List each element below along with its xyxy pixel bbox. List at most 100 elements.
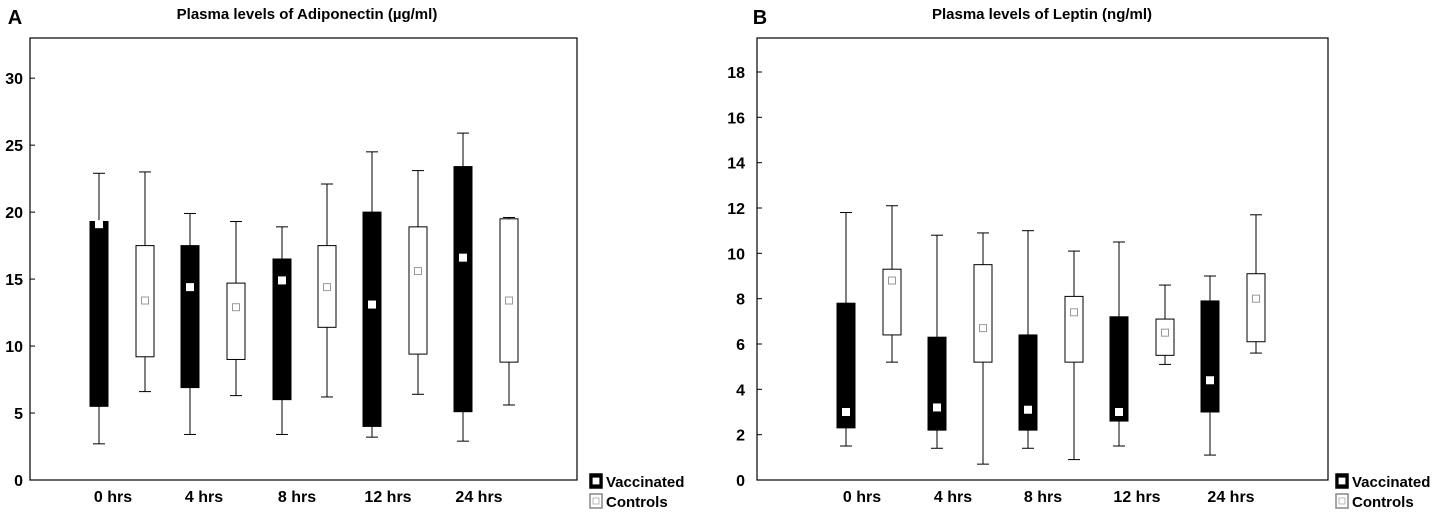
median-marker [95, 220, 103, 229]
y-tick-label: 10 [727, 246, 745, 263]
y-tick-label: 0 [14, 473, 23, 490]
box-iqr [1018, 334, 1038, 431]
median-marker [888, 276, 896, 285]
y-tick-label: 16 [727, 110, 745, 127]
y-tick-label: 30 [5, 71, 23, 88]
legend-entry: Vaccinated [1352, 474, 1430, 491]
controls-box [317, 183, 337, 398]
x-tick-label: 12 hrs [364, 489, 411, 506]
y-tick-label: 12 [727, 201, 745, 218]
y-tick-label: 25 [5, 138, 23, 155]
legend-swatch-inner [1338, 497, 1346, 505]
y-tick-label: 15 [5, 272, 23, 289]
box-iqr [453, 166, 473, 413]
median-marker [368, 300, 376, 309]
y-tick-label: 8 [736, 292, 745, 309]
controls-box [499, 216, 519, 406]
x-tick-label: 8 hrs [278, 489, 316, 506]
vaccinated-box [180, 212, 200, 435]
box-iqr [362, 211, 382, 427]
box-iqr [927, 336, 947, 431]
y-tick-label: 10 [5, 339, 23, 356]
controls-box [1246, 214, 1266, 354]
x-tick-label: 4 hrs [185, 489, 223, 506]
vaccinated-box [1018, 230, 1038, 449]
x-tick-label: 0 hrs [94, 489, 132, 506]
legend-swatch-inner [592, 497, 600, 505]
plot-frame [756, 37, 1329, 481]
panel-label: A [8, 7, 22, 29]
legend-entry: Controls [1352, 494, 1414, 511]
controls-box [1064, 250, 1084, 461]
box-iqr [1200, 300, 1220, 413]
median-marker [933, 403, 941, 412]
legend-entry: Controls [606, 494, 668, 511]
box-iqr [89, 220, 109, 407]
x-tick-label: 12 hrs [1113, 489, 1160, 506]
y-tick-label: 14 [727, 156, 745, 173]
vaccinated-box [453, 132, 473, 442]
controls-box [135, 171, 155, 393]
legend: Vaccinated Controls [589, 473, 684, 511]
x-tick-label: 24 hrs [1207, 489, 1254, 506]
box-iqr [1155, 318, 1175, 356]
chart-title: Plasma levels of Leptin (ng/ml) [932, 6, 1152, 23]
median-marker [414, 267, 422, 276]
controls-box [973, 232, 993, 465]
legend-swatch-inner [1338, 477, 1346, 485]
median-marker [1206, 376, 1214, 385]
vaccinated-box [89, 172, 109, 445]
box-iqr [882, 268, 902, 336]
vaccinated-box [927, 234, 947, 449]
box-iqr [180, 245, 200, 389]
vaccinated-box [1109, 241, 1129, 447]
x-tick-label: 4 hrs [934, 489, 972, 506]
y-tick-label: 18 [727, 65, 745, 82]
median-marker [842, 408, 850, 416]
controls-box [226, 220, 246, 397]
median-marker [278, 276, 286, 285]
box-iqr [1246, 273, 1266, 343]
vaccinated-box [272, 226, 292, 435]
legend-swatch-inner [592, 477, 600, 485]
y-tick-label: 5 [14, 406, 23, 423]
box-iqr [272, 258, 292, 401]
x-tick-label: 24 hrs [455, 489, 502, 506]
chart-title: Plasma levels of Adiponectin (µg/ml) [177, 6, 438, 23]
y-tick-label: 6 [736, 337, 745, 354]
vaccinated-box [836, 212, 856, 447]
median-marker [1024, 405, 1032, 414]
y-tick-label: 2 [736, 428, 745, 445]
box-iqr [226, 282, 246, 360]
box-iqr [499, 218, 519, 363]
median-marker [979, 324, 987, 333]
x-tick-label: 0 hrs [843, 489, 881, 506]
y-tick-label: 20 [5, 205, 23, 222]
median-marker [323, 283, 331, 292]
box-iqr [1109, 316, 1129, 422]
panel-a: A Plasma levels of Adiponectin (µg/ml) 0 5 1… [5, 6, 684, 511]
median-marker [1115, 408, 1123, 416]
median-marker [1161, 328, 1169, 337]
box-iqr [973, 264, 993, 363]
median-marker [232, 303, 240, 312]
box-iqr [408, 226, 428, 355]
median-marker [505, 296, 513, 305]
vaccinated-box [362, 151, 382, 438]
panel-label: B [753, 7, 767, 29]
panel-b: B Plasma levels of Leptin (ng/ml) 0 2 4 6 8 10 1… [727, 6, 1430, 511]
y-tick-label: 4 [736, 382, 745, 399]
controls-box [1155, 284, 1175, 365]
median-marker [459, 253, 467, 262]
box-iqr [1064, 295, 1084, 363]
x-tick-label: 8 hrs [1024, 489, 1062, 506]
box-iqr [836, 302, 856, 429]
median-marker [1070, 308, 1078, 317]
y-tick-label: 0 [736, 473, 745, 490]
legend-entry: Vaccinated [606, 474, 684, 491]
median-marker [186, 283, 194, 292]
controls-box [408, 170, 428, 395]
controls-box [882, 205, 902, 363]
median-marker [1252, 294, 1260, 303]
